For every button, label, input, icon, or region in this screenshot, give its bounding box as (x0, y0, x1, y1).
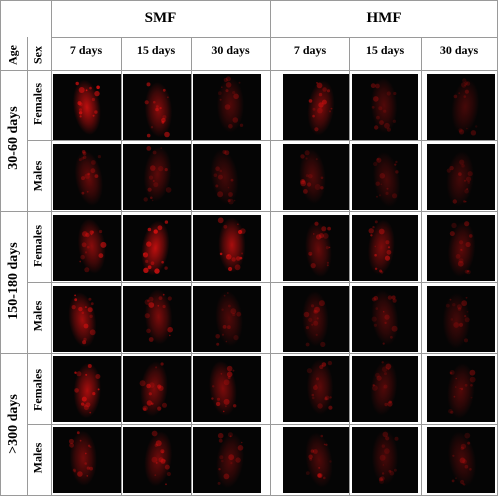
fluorescence-image (283, 286, 349, 352)
fluorescence-image (193, 215, 261, 281)
sex-label: Males (30, 300, 45, 332)
fluorescence-image (283, 427, 349, 493)
fluorescence-image (427, 427, 495, 493)
timepoint-header: 7 days (69, 43, 103, 57)
fluorescence-image (352, 215, 418, 281)
sex-label: Females (30, 225, 45, 267)
grid-line (0, 70, 498, 71)
fluorescence-image (53, 286, 121, 352)
grid-line (0, 0, 1, 496)
fluorescence-image (427, 74, 495, 140)
fluorescence-image (123, 286, 191, 352)
fluorescence-image (427, 215, 495, 281)
grid-line (0, 353, 498, 354)
fluorescence-image (283, 215, 349, 281)
group-header-hmf: HMF (366, 10, 402, 26)
grid-line (27, 140, 498, 141)
age-label: 150-180 days (6, 242, 21, 320)
fluorescence-image (352, 286, 418, 352)
group-header-smf: SMF (144, 10, 177, 26)
timepoint-header: 7 days (293, 43, 327, 57)
sex-label: Females (30, 369, 45, 411)
fluorescence-image (53, 144, 121, 210)
fluorescence-image (193, 286, 261, 352)
fluorescence-image (123, 356, 191, 422)
grid-line (51, 37, 498, 38)
age-label: >300 days (6, 394, 21, 454)
timepoint-header: 15 days (136, 43, 176, 57)
grid-line (51, 0, 52, 496)
fluorescence-image (193, 427, 261, 493)
grid-line (0, 0, 498, 1)
fluorescence-image (53, 215, 121, 281)
grid-line (349, 37, 350, 496)
fluorescence-image (283, 144, 349, 210)
grid-line (27, 37, 28, 496)
fluorescence-image (427, 356, 495, 422)
fluorescence-image (123, 427, 191, 493)
grid-line (191, 37, 192, 496)
timepoint-header: 30 days (211, 43, 250, 57)
grid-line (270, 0, 271, 496)
fluorescence-image (53, 74, 121, 140)
fluorescence-image (193, 74, 261, 140)
grid-line (27, 282, 498, 283)
fluorescence-image (352, 144, 418, 210)
grid-line (121, 37, 122, 496)
fluorescence-image (352, 427, 418, 493)
fluorescence-image (283, 356, 349, 422)
age-label: 30-60 days (6, 106, 21, 170)
fluorescence-image (352, 74, 418, 140)
fluorescence-image (123, 215, 191, 281)
fluorescence-image (427, 144, 495, 210)
sex-label: Males (30, 160, 45, 192)
sex-label: Males (30, 442, 45, 474)
fluorescence-image (53, 356, 121, 422)
grid-line (421, 37, 422, 496)
fluorescence-image (193, 144, 261, 210)
grid-line (27, 424, 498, 425)
fluorescence-image (352, 356, 418, 422)
fluorescence-image (193, 356, 261, 422)
fluorescence-image (427, 286, 495, 352)
sex-header: Sex (30, 46, 45, 64)
timepoint-header: 30 days (439, 43, 479, 57)
fluorescence-image (123, 144, 191, 210)
age-header: Age (5, 45, 20, 65)
fluorescence-image (123, 74, 191, 140)
sex-label: Females (30, 83, 45, 125)
grid-line (0, 211, 498, 212)
fluorescence-image (53, 427, 121, 493)
timepoint-header: 15 days (365, 43, 405, 57)
fluorescence-image (283, 74, 349, 140)
